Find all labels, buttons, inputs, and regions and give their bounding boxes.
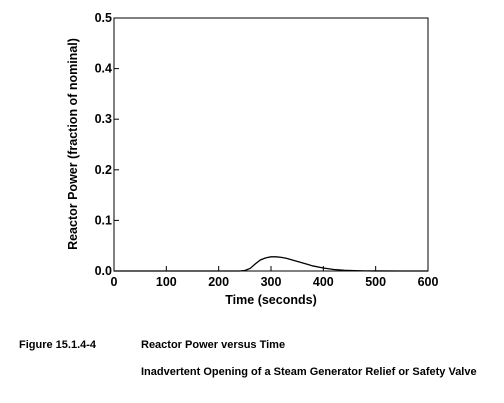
y-tick-label: 0.3 — [95, 112, 112, 126]
figure-title: Reactor Power versus Time — [141, 339, 286, 351]
x-tick-label: 200 — [208, 275, 229, 289]
y-tick-label: 0.5 — [95, 11, 112, 25]
plot-area-frame — [113, 17, 429, 272]
figure-number: Figure 15.1.4-4 — [19, 339, 97, 351]
x-tick-label: 400 — [313, 275, 334, 289]
x-tick-label: 600 — [418, 275, 439, 289]
x-tick-label: 300 — [261, 275, 282, 289]
x-axis-ticks: 0 100 200 300 400 500 600 — [111, 266, 439, 289]
y-tick-label: 0.4 — [95, 62, 112, 76]
x-axis-title: Time (seconds) — [225, 293, 316, 307]
figure-subtitle: Inadvertent Opening of a Steam Generator… — [141, 366, 477, 378]
reactor-power-line — [114, 256, 428, 272]
y-axis-ticks: 0.0 0.1 0.2 0.3 0.4 0.5 — [95, 11, 119, 278]
y-tick-label: 0.0 — [95, 264, 112, 278]
x-tick-label: 100 — [156, 275, 177, 289]
y-tick-label: 0.2 — [95, 163, 112, 177]
y-axis-title: Reactor Power (fraction of nominal) — [66, 38, 80, 250]
x-tick-label: 0 — [111, 275, 118, 289]
x-tick-label: 500 — [365, 275, 386, 289]
y-tick-label: 0.1 — [95, 213, 112, 227]
reactor-power-chart: 0 100 200 300 400 500 600 0.0 0.1 0.2 0.3 0.4 0.5 T… — [66, 11, 439, 307]
